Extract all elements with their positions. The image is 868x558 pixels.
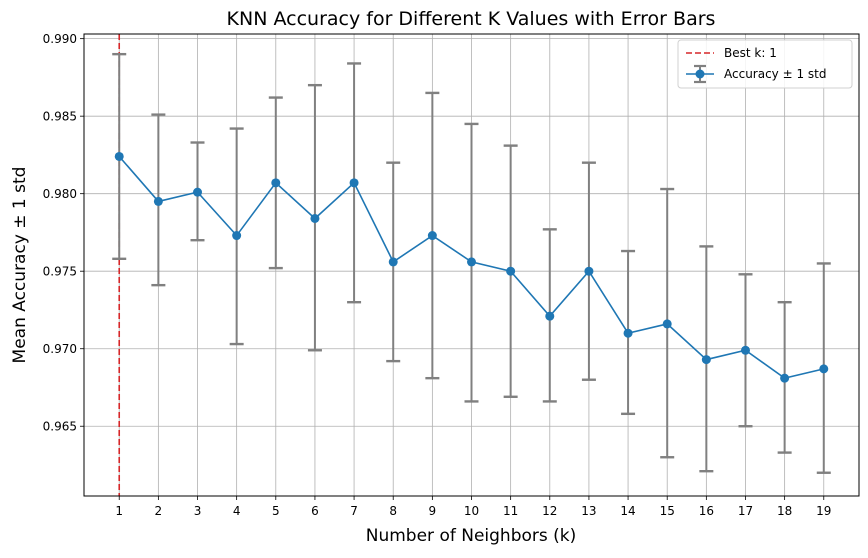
accuracy-point bbox=[506, 266, 516, 276]
x-tick-label: 2 bbox=[155, 504, 163, 518]
x-axis-label: Number of Neighbors (k) bbox=[366, 526, 577, 546]
accuracy-point bbox=[740, 345, 750, 355]
x-tick-label: 12 bbox=[542, 504, 557, 518]
accuracy-point bbox=[623, 328, 633, 338]
y-tick-label: 0.980 bbox=[43, 187, 77, 201]
x-tick-label: 8 bbox=[389, 504, 397, 518]
accuracy-point bbox=[780, 373, 790, 383]
legend: Best k: 1 Accuracy ± 1 std bbox=[677, 39, 853, 89]
x-tick-label: 1 bbox=[115, 504, 123, 518]
x-tick-label: 4 bbox=[233, 504, 241, 518]
axis-ticks: 1 2 3 4 5 6 7 8 9 10 11 12 13 14 15 16 17 18 190.9650.9700… bbox=[43, 32, 832, 518]
accuracy-point bbox=[232, 231, 242, 241]
x-tick-label: 19 bbox=[816, 504, 831, 518]
x-tick-label: 5 bbox=[272, 504, 280, 518]
x-tick-label: 18 bbox=[777, 504, 792, 518]
accuracy-point bbox=[584, 266, 594, 276]
accuracy-point bbox=[662, 319, 672, 329]
accuracy-point bbox=[427, 231, 437, 241]
y-tick-label: 0.985 bbox=[43, 110, 77, 124]
accuracy-point bbox=[193, 187, 203, 197]
accuracy-point bbox=[819, 364, 829, 374]
x-tick-label: 13 bbox=[581, 504, 596, 518]
x-tick-label: 14 bbox=[620, 504, 635, 518]
data-points bbox=[114, 151, 829, 383]
chart-title: KNN Accuracy for Different K Values with… bbox=[227, 8, 716, 30]
accuracy-point bbox=[310, 213, 320, 223]
accuracy-point bbox=[545, 311, 555, 321]
x-tick-label: 11 bbox=[503, 504, 518, 518]
y-tick-label: 0.975 bbox=[43, 265, 77, 279]
legend-box bbox=[677, 39, 853, 89]
accuracy-point bbox=[153, 196, 163, 206]
y-axis-label: Mean Accuracy ± 1 std bbox=[10, 167, 30, 364]
legend-series-label: Accuracy ± 1 std bbox=[724, 67, 827, 81]
accuracy-point bbox=[701, 355, 711, 365]
x-tick-label: 16 bbox=[699, 504, 714, 518]
accuracy-point bbox=[114, 151, 124, 161]
legend-best-k-label: Best k: 1 bbox=[724, 46, 777, 60]
x-tick-label: 15 bbox=[660, 504, 675, 518]
x-tick-label: 10 bbox=[464, 504, 479, 518]
x-tick-label: 7 bbox=[350, 504, 358, 518]
accuracy-point bbox=[467, 257, 476, 267]
x-tick-label: 17 bbox=[738, 504, 753, 518]
legend-series-marker bbox=[695, 69, 705, 79]
x-tick-label: 6 bbox=[311, 504, 319, 518]
accuracy-point bbox=[349, 178, 359, 188]
y-tick-label: 0.965 bbox=[43, 420, 77, 434]
y-tick-label: 0.990 bbox=[43, 32, 77, 46]
y-tick-label: 0.970 bbox=[43, 342, 77, 356]
accuracy-point bbox=[388, 257, 398, 267]
x-tick-label: 9 bbox=[429, 504, 437, 518]
accuracy-point bbox=[271, 178, 281, 188]
x-tick-label: 3 bbox=[194, 504, 202, 518]
